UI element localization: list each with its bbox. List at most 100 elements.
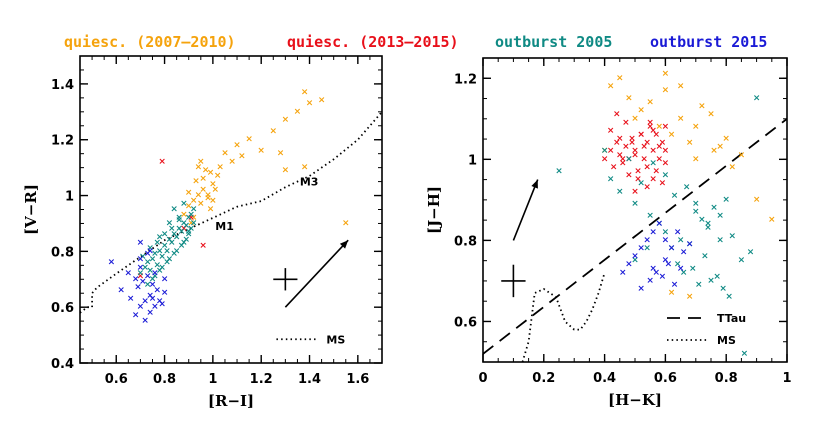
panel2-y-tick-label: 0.8	[454, 234, 477, 249]
panel2-data-point: ×	[634, 175, 642, 185]
panel2-data-point: ×	[555, 167, 563, 177]
panel2-data-point: ×	[601, 154, 609, 164]
panel1-data-point: ×	[173, 246, 181, 256]
panel1-data-point: ×	[187, 219, 195, 229]
panel2-data-point: ×	[677, 235, 685, 245]
panel1-data-point: ×	[154, 238, 162, 248]
panel2-data-point: ×	[646, 122, 654, 132]
panel1-data-point: ×	[190, 205, 198, 215]
panel2-data-point: ×	[662, 235, 670, 245]
panel1-data-point: ×	[199, 241, 207, 251]
panel1-data-layer: ×××××××××××××××××××××××××××××××××× ××××××…	[80, 87, 382, 326]
panel2-main-sequence-curve	[521, 272, 606, 362]
panel2-data-point: ×	[753, 195, 761, 205]
panel2-data-point: ×	[631, 256, 639, 266]
panel1-data-point: ×	[137, 263, 145, 273]
panel1-data-point: ×	[185, 227, 193, 237]
panel2-data-point: ×	[643, 138, 651, 148]
panel1-x-tick-label: 1	[208, 372, 217, 387]
panel2-reddening-vector	[512, 179, 539, 241]
panel2-data-point: ×	[637, 179, 645, 189]
panel1-data-point: ×	[141, 263, 149, 273]
panel2-data-point: ×	[716, 142, 724, 152]
panel2-x-tick-label: 0.4	[593, 371, 616, 386]
panel2-data-point: ×	[710, 146, 718, 156]
panel2-data-point: ×	[695, 280, 703, 290]
panel1-data-point: ×	[166, 219, 174, 229]
panel2-data-point: ×	[713, 272, 721, 282]
panel2-legend-label-ms: MS	[717, 334, 736, 347]
panel1-data-point: ×	[195, 163, 203, 173]
panel1-data-point: ×	[168, 224, 176, 234]
panel1-data-point: ×	[257, 146, 265, 156]
panel1-frame	[79, 55, 383, 364]
panel1-data-point: ×	[190, 213, 198, 223]
panel2-data-point: ×	[625, 154, 633, 164]
panel1-data-point: ×	[190, 196, 198, 206]
panel2-data-point: ×	[729, 162, 737, 172]
panel1-data-point: ×	[197, 199, 205, 209]
panel2-data-point: ×	[643, 162, 651, 172]
panel2-data-point: ×	[607, 81, 615, 91]
panel2-y-axis-label: [J−H]	[425, 186, 443, 234]
panel1-x-axis-label: [R−I]	[208, 392, 254, 410]
panel2-data-point: ×	[637, 130, 645, 140]
panel2-data-point: ×	[677, 81, 685, 91]
panel2-data-point: ×	[601, 146, 609, 156]
panel2-data-point: ×	[631, 187, 639, 197]
panel1-data-point: ×	[137, 255, 145, 265]
panel2-data-point: ×	[671, 191, 679, 201]
panel2-data-point: ×	[622, 118, 630, 128]
panel2-data-layer: ×××××××××××××××××××××××××× ××××××××××××××…	[483, 69, 787, 362]
panel2-data-point: ×	[646, 118, 654, 128]
panel2-data-point: ×	[668, 288, 676, 298]
panel1-data-point: ×	[202, 165, 210, 175]
panel1-data-point: ×	[187, 213, 195, 223]
panel1-data-point: ×	[214, 171, 222, 181]
panel1-data-point: ×	[180, 238, 188, 248]
panel2-data-point: ×	[674, 227, 682, 237]
panel1-data-point: ×	[156, 246, 164, 256]
panel2-data-point: ×	[716, 211, 724, 221]
panel2-data-point: ×	[707, 276, 715, 286]
panel1-series-0: ×××××××××××××××××××××××××××××××××× ×××××	[180, 87, 349, 228]
panel2-data-point: ×	[680, 248, 688, 258]
panel2-legend-label-ttau: TTau	[717, 312, 746, 325]
panel2-data-point: ×	[637, 106, 645, 116]
panel1-y-tick-label: 1	[65, 190, 74, 205]
panel2-data-point: ×	[692, 207, 700, 217]
panel1-data-point: ×	[204, 191, 212, 201]
panel2-data-point: ×	[649, 126, 657, 136]
panel2-data-point: ×	[722, 134, 730, 144]
panel2-data-point: ×	[719, 284, 727, 294]
legend-entry-outburst-2005: outburst 2005	[495, 33, 612, 51]
panel1-data-point: ×	[301, 163, 309, 173]
panel2-data-point: ×	[659, 138, 667, 148]
panel2-data-point: ×	[653, 130, 661, 140]
panel2-data-point: ×	[683, 183, 691, 193]
panel2-data-point: ×	[668, 244, 676, 254]
panel1-x-tick-label: 1.2	[250, 372, 273, 387]
panel2-data-point: ×	[616, 73, 624, 83]
panel1-data-point: ×	[144, 272, 152, 282]
panel1-data-point: ×	[149, 255, 157, 265]
panel2-data-point: ×	[637, 284, 645, 294]
panel1-data-point: ×	[139, 252, 147, 262]
panel1-data-point: ×	[149, 294, 157, 304]
panel2-data-point: ×	[662, 146, 670, 156]
panel2-data-point: ×	[704, 219, 712, 229]
panel1-data-point: ×	[146, 266, 154, 276]
panel1-y-axis-label: [V−R]	[22, 184, 40, 235]
panel2-data-point: ×	[613, 138, 621, 148]
panel1-data-point: ×	[183, 221, 191, 231]
panel1-data-point: ×	[185, 213, 193, 223]
panel1-data-point: ×	[180, 224, 188, 234]
panel1-data-point: ×	[175, 224, 183, 234]
panel1-y-tick-label: 0.4	[51, 357, 74, 372]
panel1-data-point: ×	[151, 272, 159, 282]
panel1-data-point: ×	[187, 224, 195, 234]
panel2-data-point: ×	[656, 122, 664, 132]
panel1-y-tick-label: 1.4	[51, 78, 74, 93]
panel2-data-point: ×	[616, 150, 624, 160]
panel2-data-point: ×	[662, 171, 670, 181]
